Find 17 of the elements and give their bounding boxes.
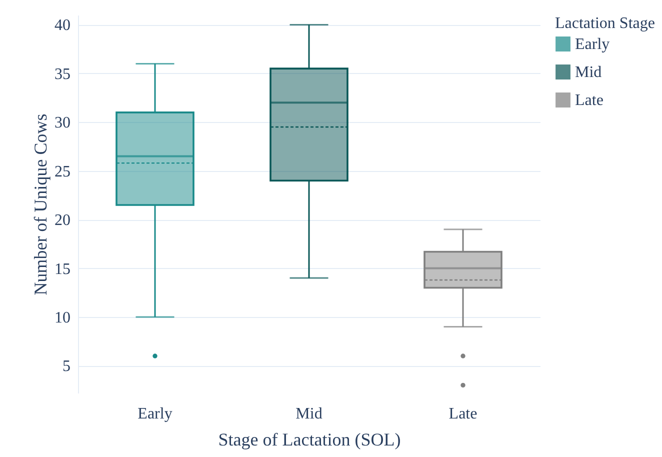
legend-label: Late bbox=[575, 92, 604, 109]
x-tick-label: Early bbox=[138, 406, 172, 422]
legend-label: Mid bbox=[575, 64, 602, 81]
y-tick-label: 5 bbox=[62, 358, 70, 376]
legend-title: Lactation Stage bbox=[555, 15, 655, 32]
x-tick-label: Mid bbox=[296, 406, 322, 422]
legend-label: Early bbox=[575, 36, 610, 53]
y-tick-label: 25 bbox=[54, 163, 70, 180]
x-tick-label: Late bbox=[448, 406, 478, 422]
y-tick-label: 10 bbox=[54, 310, 70, 327]
y-axis-title: Number of Unique Cows bbox=[30, 114, 50, 296]
y-tick-label: 15 bbox=[54, 260, 70, 278]
y-tick-label: 30 bbox=[54, 114, 70, 132]
y-tick-label: 35 bbox=[54, 66, 70, 83]
y-tick-label: 20 bbox=[54, 212, 70, 230]
x-axis-title: Stage of Lactation (SOL) bbox=[218, 430, 401, 450]
y-tick-label: 40 bbox=[54, 17, 70, 34]
